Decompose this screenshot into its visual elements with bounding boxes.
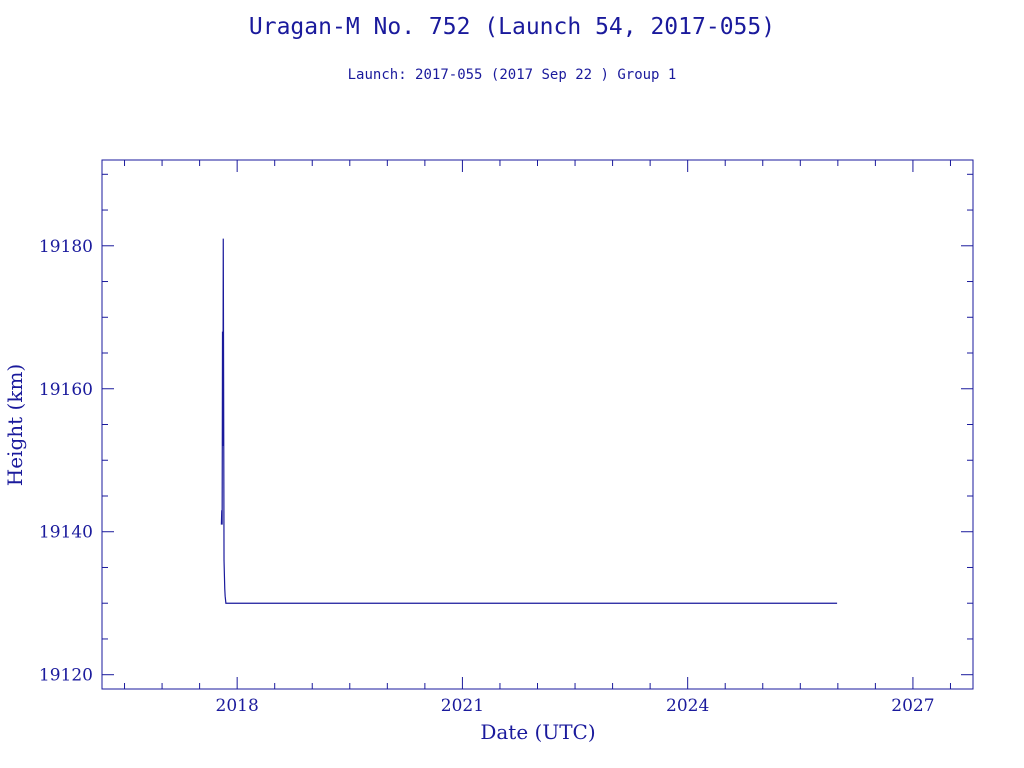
y-tick-label: 19160 bbox=[39, 380, 93, 400]
x-tick-label: 2024 bbox=[666, 696, 709, 716]
y-tick-label: 19120 bbox=[39, 666, 93, 686]
y-axis-label: Height (km) bbox=[3, 364, 27, 486]
x-tick-label: 2021 bbox=[441, 696, 484, 716]
axis-ticks bbox=[102, 160, 973, 689]
y-tick-label: 19140 bbox=[39, 523, 93, 543]
chart-subtitle: Launch: 2017-055 (2017 Sep 22 ) Group 1 bbox=[347, 67, 677, 83]
y-tick-label: 19180 bbox=[39, 237, 93, 257]
chart-title: Uragan-M No. 752 (Launch 54, 2017-055) bbox=[248, 14, 776, 40]
x-axis-label: Date (UTC) bbox=[480, 720, 595, 744]
y-tick-labels: 19120 19140 19160 19180 bbox=[39, 237, 93, 686]
height-series-line bbox=[220, 238, 838, 604]
plot-frame bbox=[101, 159, 974, 690]
x-tick-label: 2018 bbox=[216, 696, 259, 716]
x-tick-label: 2027 bbox=[891, 696, 934, 716]
x-tick-labels: 2018 2021 2024 2027 bbox=[216, 696, 935, 716]
data-series bbox=[220, 238, 838, 604]
